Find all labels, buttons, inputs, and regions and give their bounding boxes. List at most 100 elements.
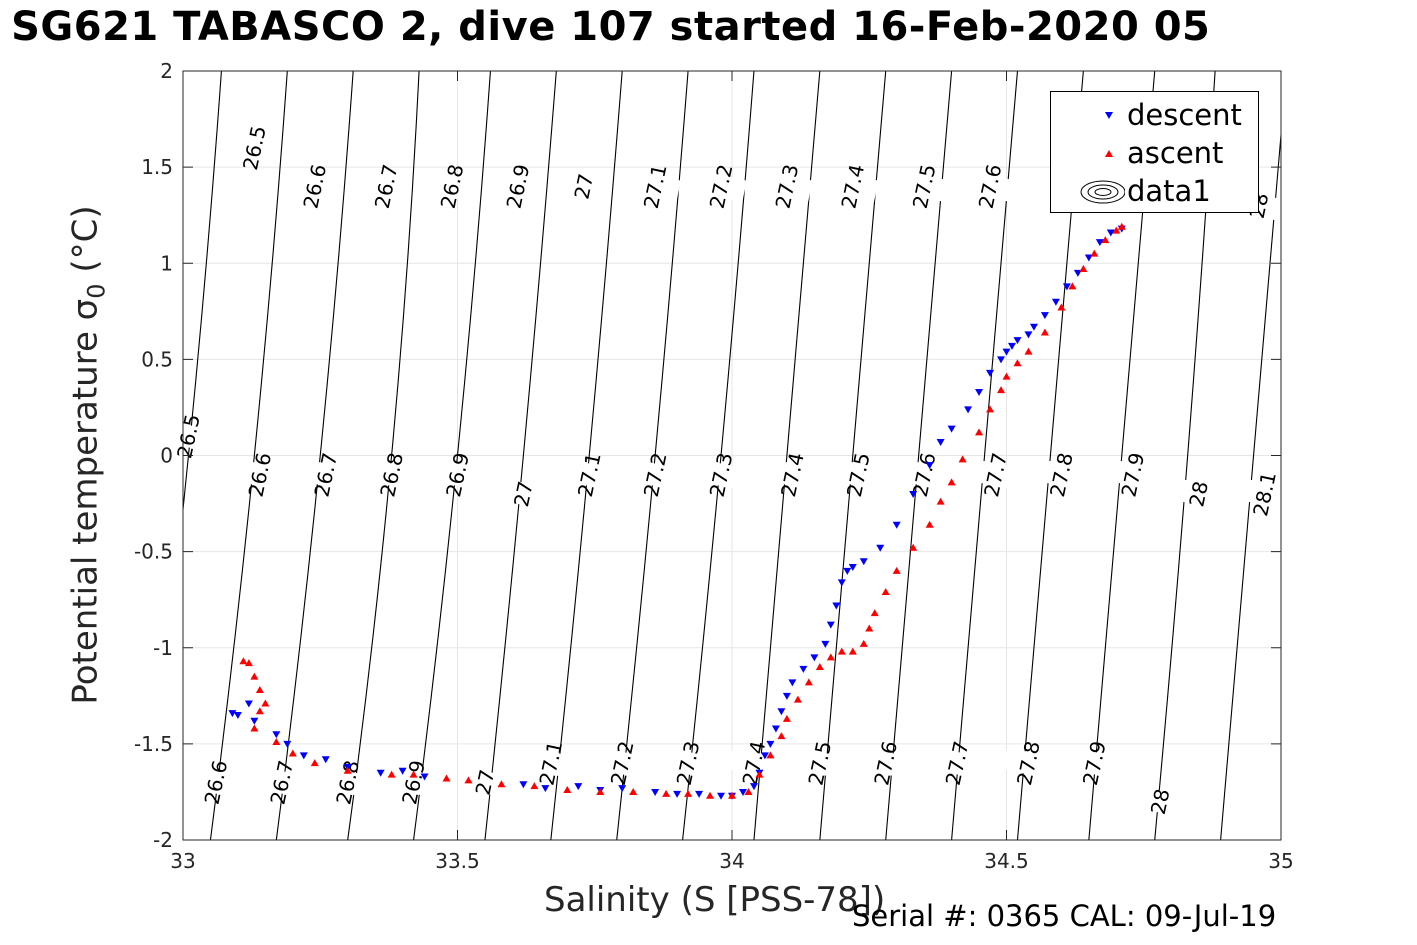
ascent-point	[442, 774, 451, 782]
contour-label: 27.8	[1012, 739, 1045, 788]
legend-item-data1: data1	[1051, 172, 1258, 208]
contour-label: 27.6	[974, 162, 1007, 211]
ascent-point	[684, 789, 693, 797]
ascent-point	[777, 732, 786, 740]
ascent-point	[815, 662, 824, 670]
descent-point	[717, 792, 726, 800]
ascent-point	[255, 686, 264, 694]
descent-point	[321, 756, 330, 764]
x-tick-label: 34.5	[984, 849, 1029, 873]
descent-point	[837, 579, 846, 587]
descent-point	[760, 752, 769, 760]
descent-point	[821, 640, 830, 648]
ascent-point	[261, 699, 270, 707]
descent-point	[876, 544, 885, 552]
ascent-point	[288, 749, 297, 757]
ascent-point	[782, 714, 791, 722]
ascent-point	[563, 786, 572, 794]
contour-label: 27.1	[534, 739, 567, 788]
contour-label-bg	[431, 458, 484, 491]
descent-point	[749, 783, 758, 791]
contour-label-bg	[321, 766, 374, 799]
contour-label-bg	[766, 458, 819, 491]
contour-label-bg	[629, 458, 681, 491]
contour-label-bg	[596, 747, 648, 779]
ascent-point	[629, 787, 638, 795]
descent-point	[859, 558, 868, 566]
contour-label: 26.7	[370, 162, 403, 211]
contour-label: 27.2	[606, 739, 639, 788]
descent-point	[1007, 342, 1016, 350]
contour-label: 27.1	[573, 450, 606, 499]
y-tick-label: 2	[160, 59, 173, 83]
contour-label-bg	[695, 170, 747, 203]
y-tick-label: 0	[160, 444, 173, 468]
descent-point	[947, 425, 956, 433]
contour-label-bg	[629, 170, 681, 203]
contour-label-bg	[1134, 785, 1186, 818]
descent-point	[925, 462, 934, 470]
contour-label-bg	[1107, 458, 1159, 491]
ascent-point	[1068, 282, 1077, 290]
ascent-point	[272, 737, 281, 745]
descent-point	[782, 692, 791, 700]
descent-point	[618, 785, 627, 793]
ascent-point	[958, 455, 967, 463]
contour-label-bg	[794, 747, 846, 779]
contour-label: 27	[569, 171, 598, 201]
contour-label-bg	[162, 420, 215, 453]
contour-label-bg	[695, 458, 747, 491]
descent-point	[975, 389, 984, 397]
contour-label: 26.5	[238, 124, 271, 173]
descent-point	[810, 654, 819, 662]
descent-point	[1062, 283, 1071, 291]
ascent-point	[250, 724, 259, 732]
contour-label: 27.3	[771, 162, 804, 211]
ascent-point	[1101, 236, 1110, 244]
descent-point	[1029, 323, 1038, 331]
y-tick-label: -1.5	[134, 732, 173, 756]
ascent-point	[804, 678, 813, 686]
ascent-point	[1079, 265, 1088, 273]
tick-labels: 33 33.5 34 34.5 35 -2 -1.5 -1 -0.5 0 0.5 1 1.5 2	[134, 59, 1294, 873]
contour-label-bg	[1172, 478, 1225, 510]
data-series	[228, 222, 1126, 800]
ascent-point	[826, 653, 835, 661]
descent-point	[250, 717, 259, 725]
ascent-point	[343, 766, 352, 774]
contour-label: 28.1	[1248, 470, 1281, 519]
descent-point	[651, 788, 660, 796]
descent-point	[909, 490, 918, 498]
contour-label-bg	[832, 458, 885, 491]
ascent-point	[1013, 359, 1022, 367]
contour-label: 26.9	[397, 758, 430, 807]
descent-point	[1051, 298, 1060, 306]
contour-label-bg	[288, 170, 341, 203]
ascent-point	[997, 386, 1006, 394]
triangle-down-icon	[1105, 112, 1113, 119]
descent-point	[1013, 337, 1022, 345]
contour-label-bg	[228, 132, 281, 164]
ascent-point	[986, 405, 995, 413]
ascent-point	[706, 791, 715, 799]
chart-title: 21 SG621 TABASCO 2, dive 107 started 16-…	[0, 4, 1211, 50]
contour-label: 26.9	[502, 162, 535, 211]
ascent-point	[250, 672, 259, 680]
ascent-point	[255, 707, 264, 715]
ascent-point	[947, 478, 956, 486]
contour-label: 27.5	[803, 739, 836, 788]
descent-point	[283, 740, 292, 748]
descent-point	[997, 356, 1006, 364]
ascent-point	[1040, 328, 1049, 336]
contour-label: 26.7	[309, 450, 342, 499]
ascent-point	[1117, 222, 1126, 230]
x-axis-label: Salinity (S [PSS-78])	[544, 880, 886, 920]
descent-point	[420, 773, 429, 781]
contour-label-bg	[969, 458, 1022, 491]
contour-label: 27.1	[639, 162, 672, 211]
ascent-point	[936, 497, 945, 505]
contour-label-bg	[234, 458, 286, 491]
contour-label-bg	[1002, 747, 1055, 779]
ascent-point	[310, 759, 319, 767]
